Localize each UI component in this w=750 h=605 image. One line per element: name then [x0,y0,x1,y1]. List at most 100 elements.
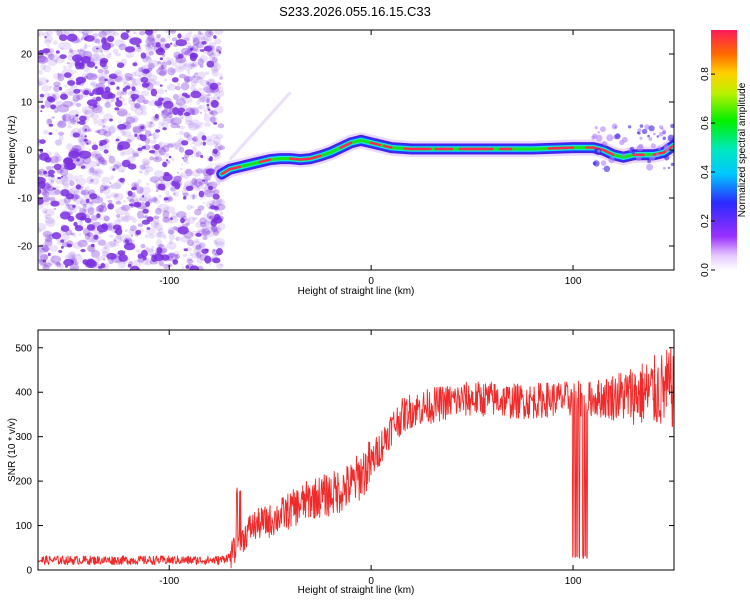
noise-blob [83,68,89,73]
noise-blob [159,70,166,76]
noise-blob [204,122,211,127]
noise-blob [183,196,186,200]
track-speckle [622,152,625,155]
noise-blob [148,199,153,203]
noise-blob [146,121,152,129]
noise-blob [48,253,51,257]
track-speckle [630,147,634,151]
noise-blob [124,243,135,251]
noise-blob [164,78,168,81]
noise-blob [49,132,53,135]
track-speckle [597,150,600,153]
noise-blob [132,62,137,66]
track-speckle [593,161,597,165]
bottom-x-tick-label: 100 [565,576,582,587]
noise-blob [202,236,207,240]
noise-blob [107,224,112,230]
noise-blob [202,135,207,141]
track-speckle [649,137,653,141]
top-y-tick-label: 20 [21,50,33,61]
noise-blob [185,43,191,47]
noise-blob [142,205,150,210]
noise-blob [177,83,180,86]
noise-blob [57,234,60,237]
noise-blob [66,204,70,207]
noise-blob [156,48,165,55]
noise-blob [214,144,218,148]
noise-blob [143,100,149,105]
noise-blob [196,49,202,53]
noise-blob [137,149,144,154]
noise-blob [131,86,136,90]
top-y-tick-label: 10 [21,98,33,109]
noise-blob [176,133,178,135]
noise-blob [126,78,131,81]
noise-blob [117,110,127,117]
noise-blob [58,132,64,136]
noise-blob [102,177,111,184]
noise-blob [61,47,64,49]
noise-blob [98,73,108,81]
track-speckle [601,160,607,166]
noise-blob [57,177,61,179]
noise-blob [147,74,157,82]
noise-blob [53,85,60,92]
noise-blob [117,89,122,95]
track-speckle [663,144,668,149]
noise-blob [92,151,98,157]
noise-blob [137,232,140,235]
track-speckle [636,156,642,162]
noise-blob [181,164,183,166]
noise-blob [125,229,128,232]
track-speckle [657,135,660,138]
noise-blob [212,249,219,255]
noise-blob [149,100,157,106]
noise-blob [65,189,75,196]
noise-blob [154,180,158,185]
noise-blob [148,249,154,253]
noise-blob [210,83,215,87]
noise-blob [85,28,94,34]
track-speckle [668,167,670,169]
noise-blob [181,264,183,266]
noise-blob [132,150,138,155]
noise-blob [211,134,218,139]
noise-blob [60,94,68,100]
track-speckle [639,137,642,140]
noise-blob [177,33,181,38]
noise-blob [117,145,123,151]
noise-blob [191,47,194,51]
noise-blob [207,230,213,234]
noise-blob [138,223,144,227]
noise-blob [104,48,109,53]
noise-blob [71,37,80,44]
noise-blob [171,158,174,161]
noise-blob [82,122,86,125]
noise-blob [154,81,160,86]
noise-blob [180,236,189,242]
noise-blob [205,249,209,252]
noise-blob [172,77,179,82]
noise-blob [133,31,136,33]
noise-blob [167,264,172,268]
track-speckle [653,133,656,136]
noise-blob [175,86,181,91]
noise-blob [208,158,211,161]
colorbar-label: Normalized spectral amplitude [737,82,748,217]
noise-blob [203,142,206,146]
noise-blob [196,151,202,157]
figure-title: S233.2026.055.16.15.C33 [279,4,431,19]
noise-blob [67,80,75,86]
noise-blob [98,31,107,38]
noise-blob [106,101,110,104]
track-speckle [663,137,667,141]
noise-blob [93,74,98,80]
noise-blob [183,184,193,191]
noise-blob [204,184,211,191]
noise-blob [200,222,206,228]
noise-blob [204,109,208,113]
noise-blob [119,126,126,131]
noise-blob [68,116,78,122]
noise-blob [199,122,204,125]
noise-blob [205,169,210,173]
